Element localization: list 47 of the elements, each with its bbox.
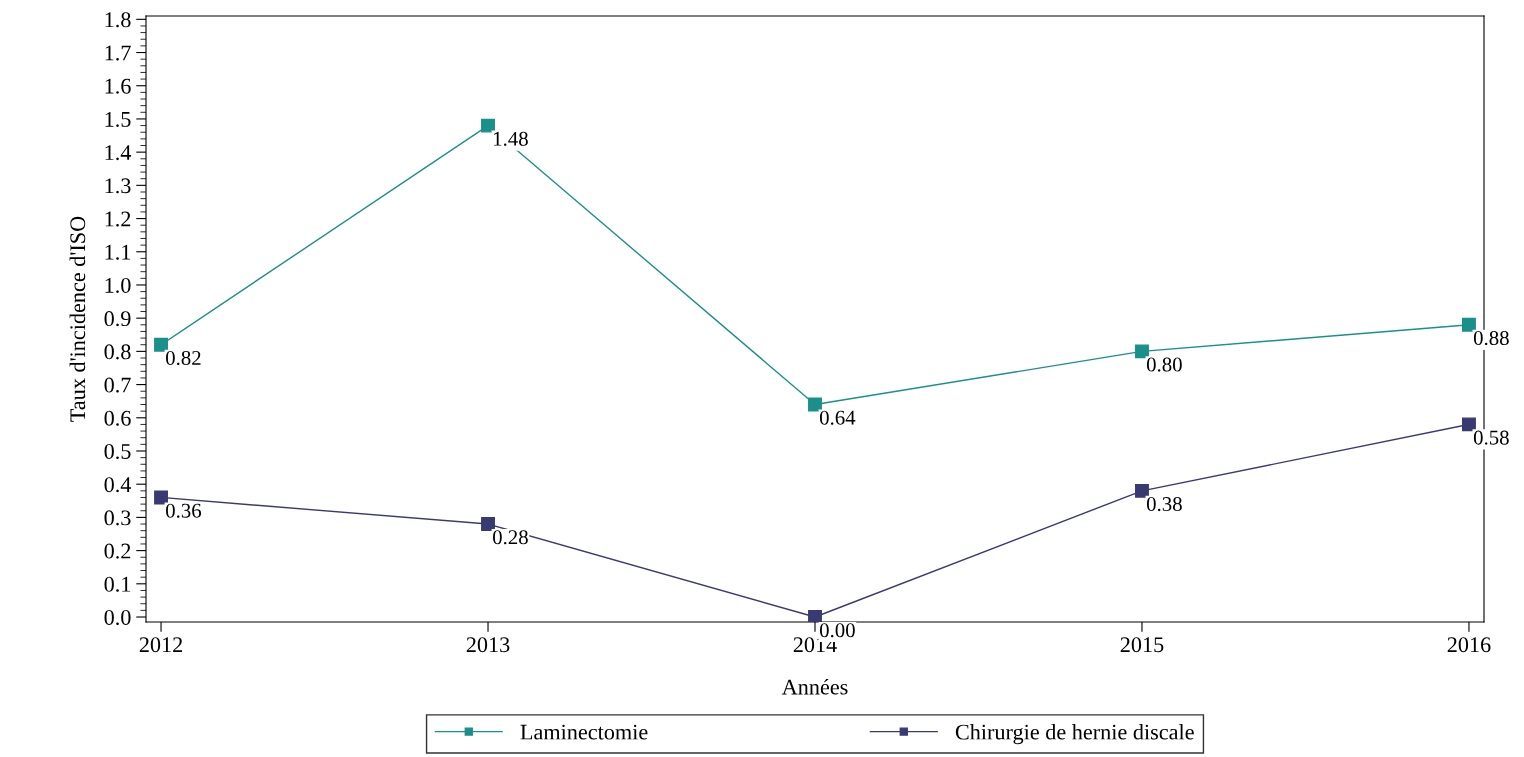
data-label: 0.28 [492,530,528,545]
x-tick-label: 2015 [1120,637,1164,653]
y-tick-label: 1.2 [105,211,131,227]
y-tick-label: 0.7 [104,377,131,393]
point [481,118,495,133]
y-tick-label: 0.5 [104,443,131,460]
y-tick-label: 1.0 [105,277,131,293]
data-label: 0.82 [166,350,201,366]
point [808,610,822,622]
y-tick-label: 0.8 [104,344,131,360]
point [808,397,822,412]
y-tick-label: 0.9 [104,311,131,327]
y-tick-label: 1.5 [105,111,131,127]
y-tick-label: 0.4 [104,477,132,493]
y-tick-label: 1.7 [105,45,131,61]
legend-label: Laminectomie [520,724,648,740]
point [154,490,168,505]
data-label: 0.88 [1473,330,1509,346]
y-tick-label: 0.3 [104,510,131,526]
data-label: 1.48 [494,131,528,146]
data-label: 0.00 [819,623,855,638]
point [481,517,495,531]
data-label: 0.64 [819,410,856,425]
y-tick-label: 1.3 [105,178,131,194]
y-tick-label: 1.6 [105,78,131,94]
point [1135,483,1149,498]
x-tick-label: 2016 [1447,637,1491,653]
y-tick-label: 1.1 [105,244,131,260]
x-tick-label: 2012 [139,637,183,653]
y-tick-label: 0.2 [104,543,131,559]
y-axis-title: Taux d'incidence d'ISO [69,216,86,422]
point [154,337,168,352]
y-tick-label: 1.8 [105,12,131,28]
y-tick-label: 0.1 [104,576,131,592]
y-tick-label: 0.6 [104,410,131,426]
point [1462,417,1476,432]
x-axis-title: Années [781,678,848,695]
point [1135,344,1149,359]
y-tick-label: 0.0 [104,609,131,626]
data-label: 0.80 [1146,357,1182,372]
data-label: 0.38 [1146,497,1182,512]
y-tick-label: 1.4 [105,145,132,161]
point [1462,317,1476,332]
x-tick-label: 2013 [466,637,510,653]
data-label: 0.36 [166,503,202,518]
legend-label: Chirurgie de hernie discale [955,723,1194,745]
data-label: 0.58 [1473,430,1509,445]
